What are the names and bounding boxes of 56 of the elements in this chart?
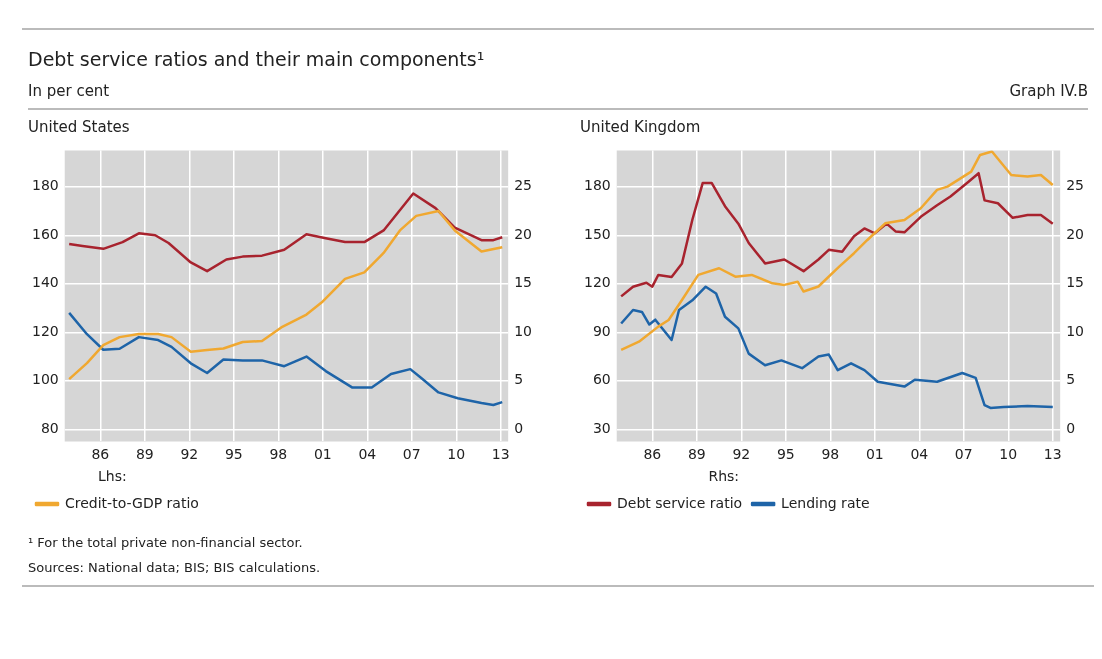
y-tick-label: 180: [31, 177, 59, 194]
x-tick-label: 07: [402, 446, 421, 463]
x-tick-label: 86: [91, 446, 110, 463]
y-tick-label: 120: [31, 322, 59, 339]
y2-tick-label: 0: [1066, 419, 1076, 436]
x-tick-label: 01: [865, 446, 884, 463]
x-tick-label: 89: [687, 446, 706, 463]
chart-title: United Kingdom: [580, 118, 702, 136]
text: Graph IV.B: [1009, 82, 1088, 100]
y-tick-label: 140: [31, 274, 59, 291]
y-tick-label: 60: [592, 371, 611, 388]
text: Debt service ratios and their main components¹: [28, 48, 486, 70]
x-tick-label: 86: [643, 446, 662, 463]
text: ¹ For the total private non-financial sector.: [28, 535, 304, 550]
y-tick-label: 30: [592, 419, 611, 436]
x-tick-label: 01: [313, 446, 332, 463]
x-tick-label: 92: [180, 446, 199, 463]
y2-tick-label: 15: [1066, 274, 1085, 291]
source-note: Sources: National data; BIS; BIS calculations.: [28, 560, 322, 575]
legend-label: Debt service ratio: [617, 494, 743, 511]
y-tick-label: 120: [583, 274, 611, 291]
y2-tick-label: 5: [514, 371, 524, 388]
x-tick-label: 04: [358, 446, 377, 463]
x-tick-label: 98: [821, 446, 840, 463]
y-tick-label: 160: [31, 225, 59, 242]
legend-title: Lhs:: [98, 467, 127, 484]
x-tick-label: 13: [491, 446, 510, 463]
y2-tick-label: 25: [1066, 177, 1085, 194]
y-tick-label: 150: [583, 225, 611, 242]
x-tick-label: 98: [269, 446, 288, 463]
y2-tick-label: 20: [514, 225, 533, 242]
x-tick-label: 92: [732, 446, 751, 463]
chart-title: United States: [28, 118, 131, 136]
y2-tick-label: 20: [1066, 225, 1085, 242]
legend-label: Lending rate: [781, 494, 870, 511]
x-tick-label: 95: [776, 446, 795, 463]
y2-tick-label: 5: [1066, 371, 1076, 388]
y2-tick-label: 25: [514, 177, 533, 194]
y2-tick-label: 15: [514, 274, 533, 291]
x-tick-label: 95: [224, 446, 243, 463]
legend-label: Credit-to-GDP ratio: [65, 494, 199, 511]
legend-title: Rhs:: [708, 467, 740, 484]
y-tick-label: 80: [40, 419, 59, 436]
x-tick-label: 10: [999, 446, 1018, 463]
y-tick-label: 100: [31, 371, 59, 388]
text: In per cent: [28, 82, 110, 100]
y-tick-label: 90: [592, 322, 611, 339]
x-tick-label: 04: [910, 446, 929, 463]
x-tick-label: 13: [1043, 446, 1062, 463]
y2-tick-label: 10: [514, 322, 533, 339]
x-tick-label: 07: [954, 446, 973, 463]
y2-tick-label: 10: [1066, 322, 1085, 339]
y2-tick-label: 0: [514, 419, 524, 436]
x-tick-label: 89: [135, 446, 154, 463]
y-tick-label: 180: [583, 177, 611, 194]
x-tick-label: 10: [447, 446, 466, 463]
